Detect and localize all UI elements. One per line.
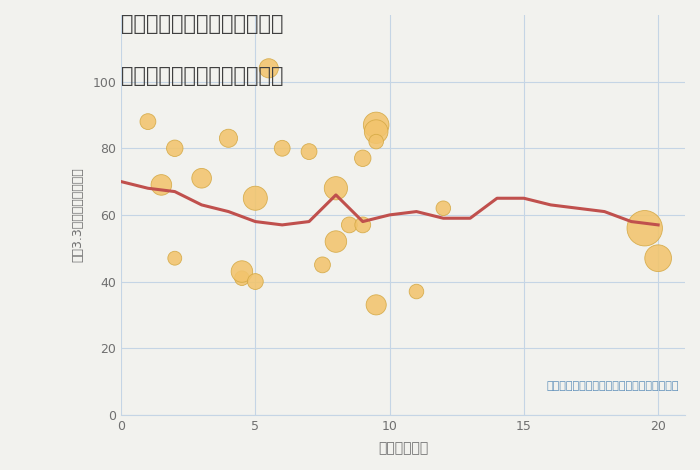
- Point: [370, 301, 382, 309]
- Point: [237, 268, 248, 275]
- Point: [169, 144, 181, 152]
- Point: [317, 261, 328, 269]
- Point: [370, 128, 382, 135]
- Point: [357, 221, 368, 229]
- Point: [370, 121, 382, 129]
- Point: [237, 274, 248, 282]
- Point: [330, 185, 342, 192]
- Point: [250, 278, 261, 285]
- Point: [196, 174, 207, 182]
- Point: [303, 148, 314, 156]
- Y-axis label: 坪（3.3㎡）単価（万円）: 坪（3.3㎡）単価（万円）: [71, 167, 84, 262]
- Text: 三重県松阪市嬉野須賀領町の: 三重県松阪市嬉野須賀領町の: [121, 14, 284, 34]
- Point: [344, 221, 355, 229]
- Point: [223, 134, 234, 142]
- Point: [639, 225, 650, 232]
- Point: [169, 254, 181, 262]
- Point: [156, 181, 167, 188]
- Point: [263, 64, 274, 72]
- Point: [411, 288, 422, 295]
- Point: [142, 118, 153, 125]
- Point: [330, 238, 342, 245]
- Point: [370, 138, 382, 145]
- Point: [276, 144, 288, 152]
- Text: 駅距離別中古マンション価格: 駅距離別中古マンション価格: [121, 66, 284, 86]
- Text: 円の大きさは、取引のあった物件面積を示す: 円の大きさは、取引のあった物件面積を示す: [547, 381, 680, 391]
- Point: [357, 155, 368, 162]
- Point: [250, 195, 261, 202]
- X-axis label: 駅距離（分）: 駅距離（分）: [378, 441, 428, 455]
- Point: [438, 204, 449, 212]
- Point: [652, 254, 664, 262]
